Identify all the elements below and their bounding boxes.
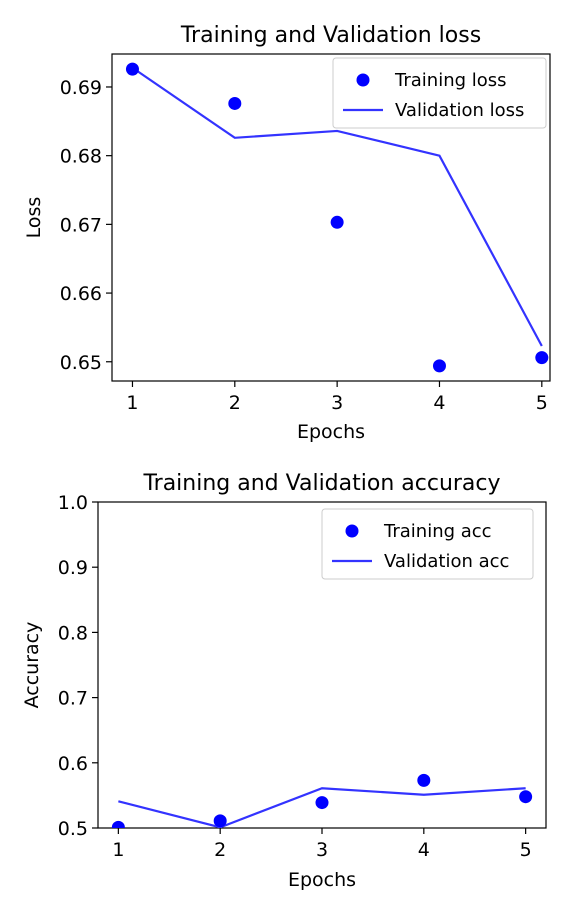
y-tick-label: 0.8	[58, 622, 88, 644]
legend-box	[321, 508, 534, 580]
y-axis-label: Loss	[23, 197, 45, 239]
plot-area	[111, 773, 533, 828]
y-tick-label: 0.67	[60, 214, 102, 236]
y-tick-label: 0.7	[58, 688, 88, 710]
x-tick-label: 5	[520, 839, 532, 861]
y-tick-label: 0.68	[60, 146, 102, 168]
x-tick-label: 2	[229, 392, 241, 414]
x-tick-label: 3	[331, 392, 343, 414]
legend-label: Training loss	[394, 70, 507, 91]
y-axis-label: Accuracy	[21, 622, 43, 709]
data-point	[315, 796, 329, 810]
data-point	[228, 96, 242, 110]
x-tick-label: 1	[126, 392, 138, 414]
data-point	[535, 351, 549, 365]
accuracy-chart: Training and Validation accuracy 1 2 3 4 5 0.5…	[21, 471, 547, 891]
data-point	[111, 820, 125, 828]
data-point	[213, 814, 227, 828]
plot-area	[125, 62, 549, 373]
x-axis-label: Epochs	[297, 421, 365, 443]
y-tick-label: 0.5	[58, 818, 88, 840]
series-line-validation-loss	[131, 66, 543, 347]
loss-chart-panel: Training and Validation loss 1 2 3 4 5 0.65 0.6…	[23, 23, 551, 443]
x-tick-label: 5	[536, 392, 548, 414]
legend-label: Validation acc	[384, 551, 509, 572]
legend: Training loss Validation loss	[332, 57, 547, 129]
x-tick-label: 2	[214, 839, 226, 861]
series-line-validation-acc	[118, 787, 526, 828]
loss-chart: Training and Validation loss 1 2 3 4 5 0.65 0.6…	[23, 23, 551, 443]
data-point	[125, 62, 139, 76]
y-tick-label: 1.0	[58, 492, 88, 514]
x-tick-label: 1	[112, 839, 124, 861]
legend-label: Validation loss	[395, 100, 524, 121]
legend-marker	[356, 73, 370, 87]
x-tick-label: 3	[316, 839, 328, 861]
y-tick-label: 0.69	[60, 77, 102, 99]
legend-box	[332, 57, 547, 129]
x-tick-label: 4	[418, 839, 430, 861]
plot-frame	[111, 53, 551, 382]
y-tick-label: 0.9	[58, 557, 88, 579]
x-axis-label: Epochs	[288, 869, 356, 891]
data-point	[330, 215, 344, 229]
x-tick-label: 4	[433, 392, 445, 414]
chart-title: Training and Validation accuracy	[142, 471, 500, 496]
chart-title: Training and Validation loss	[180, 23, 481, 48]
data-point	[417, 773, 431, 787]
y-tick-label: 0.6	[58, 753, 88, 775]
legend: Training acc Validation acc	[321, 508, 534, 580]
data-point	[432, 359, 446, 373]
y-tick-label: 0.65	[60, 352, 102, 374]
data-point	[519, 790, 533, 804]
legend-label: Training acc	[383, 521, 492, 542]
accuracy-chart-panel: Training and Validation accuracy 1 2 3 4 5 0.5…	[0, 457, 584, 914]
legend-marker	[345, 524, 359, 538]
y-tick-label: 0.66	[60, 283, 102, 305]
